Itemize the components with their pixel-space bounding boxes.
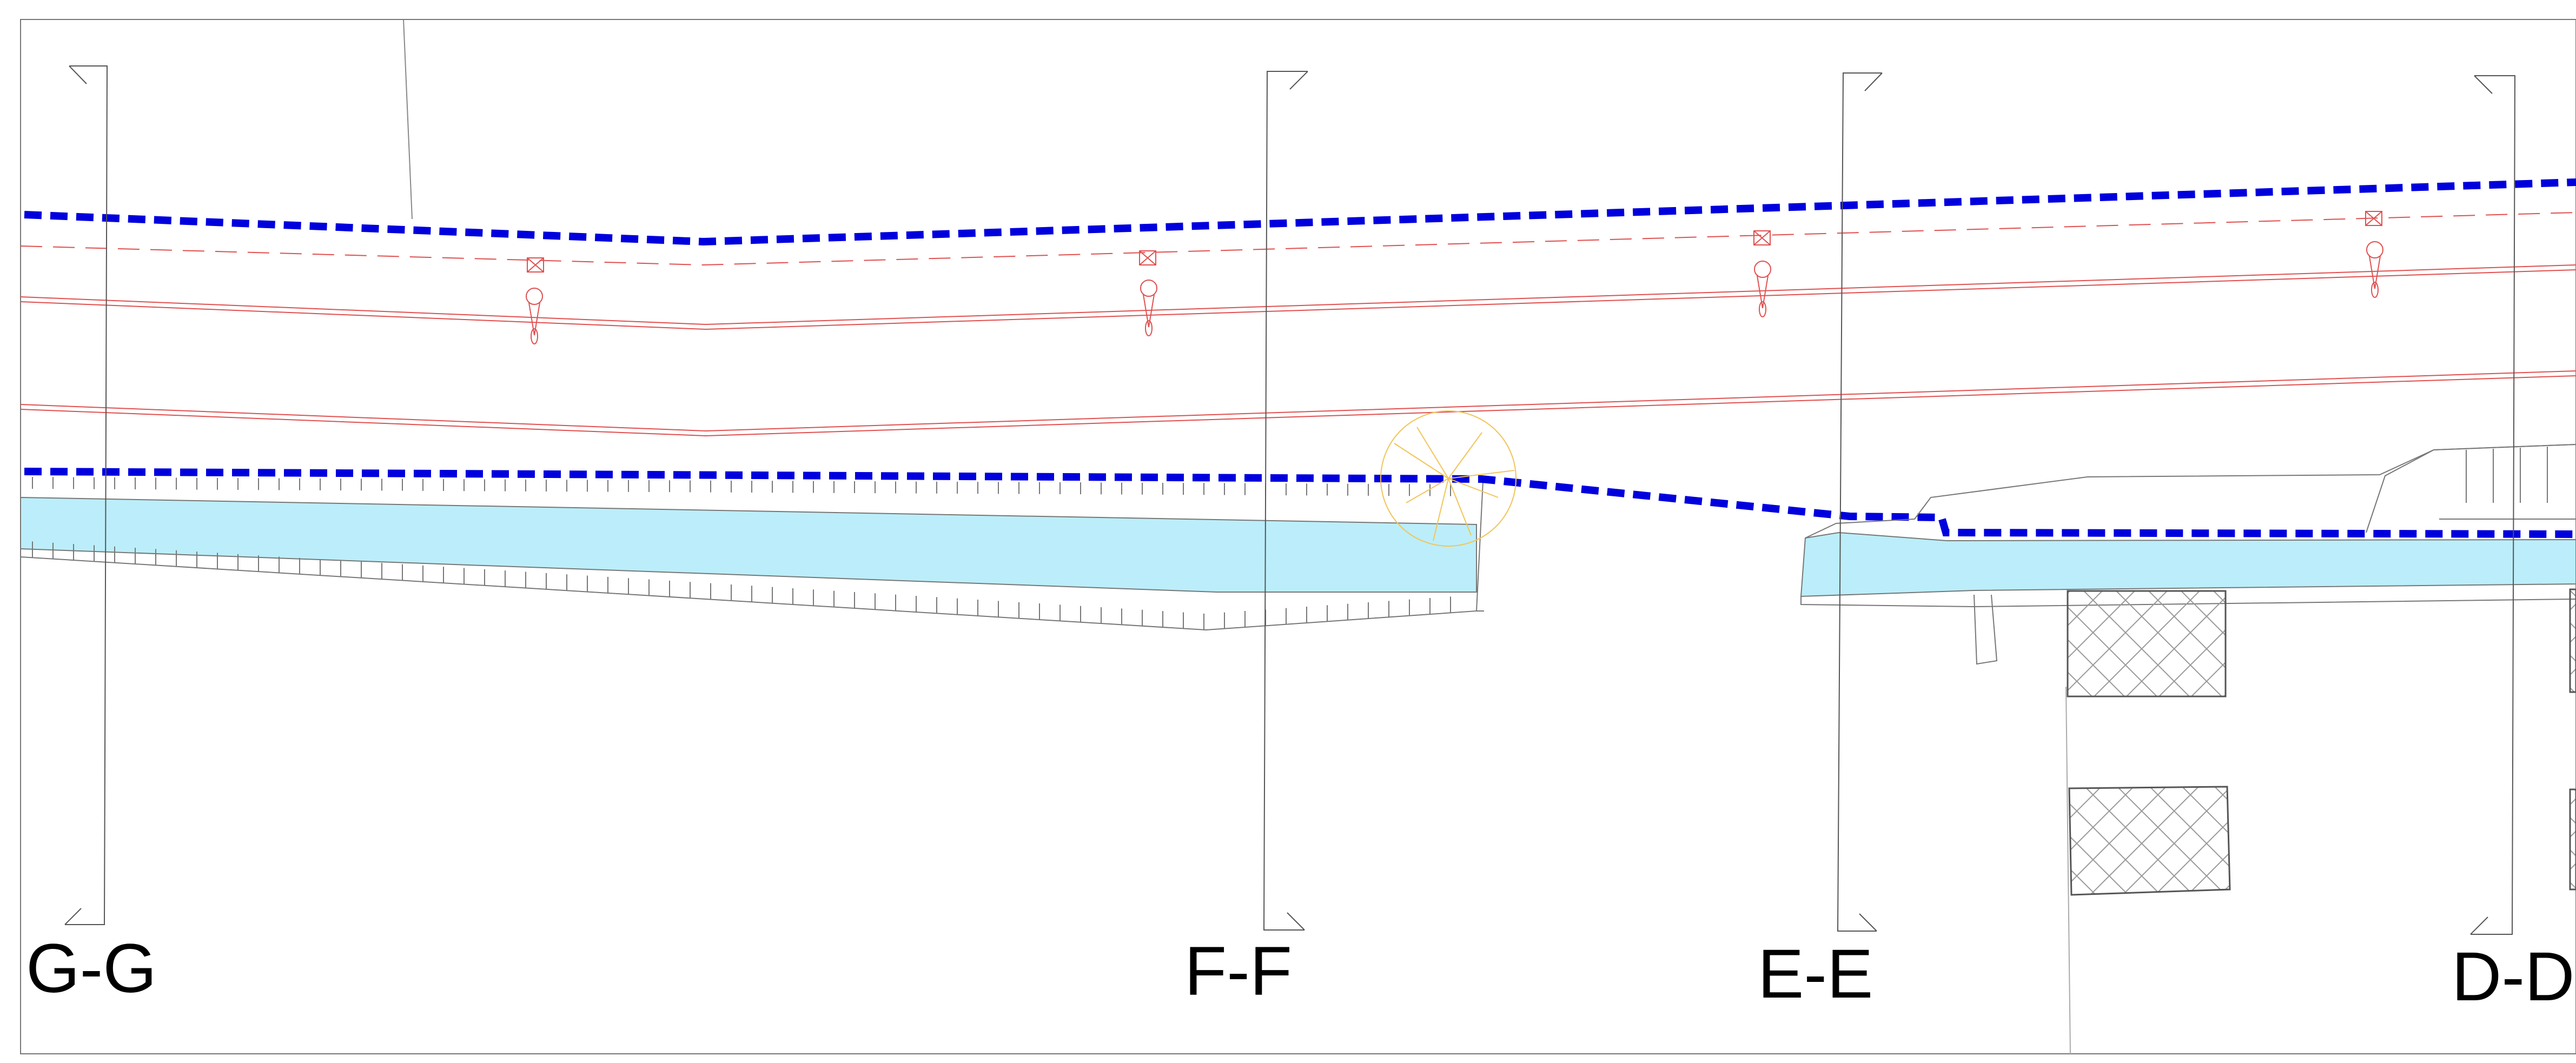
street-light-icon: [1754, 261, 1771, 317]
kerb-line-upper-b: [20, 269, 2576, 330]
section-label-ff: F-F: [1184, 933, 1292, 1010]
section-marker-ee: [1837, 72, 1883, 932]
reference-line: [2065, 686, 2071, 1054]
utility-box-icon: [1753, 230, 1771, 245]
water-channel-left: [20, 496, 1477, 593]
building-outline: [2366, 443, 2576, 533]
kerb-line-lower-a: [20, 370, 2576, 432]
hatched-structure: [2068, 786, 2231, 896]
pipe-outlet: [1974, 594, 1998, 665]
section-label-ee: E-E: [1758, 935, 1873, 1013]
upper-boundary-line: [24, 178, 2576, 246]
channel-wall-outline: [20, 481, 1484, 631]
street-light-icon: [1140, 280, 1157, 336]
right-upper-outline: [1805, 444, 2576, 539]
utility-box-icon: [527, 257, 544, 273]
leader-line: [403, 19, 413, 220]
section-marker-gg: [64, 65, 108, 925]
kerb-line-lower-b: [20, 375, 2576, 437]
tree-icon: [1380, 410, 1517, 547]
section-label-dd: D-D: [2452, 938, 2575, 1015]
section-label-gg: G-G: [26, 930, 157, 1007]
wall-ticks-lower: [32, 541, 1451, 630]
channel-boundary-line: [24, 468, 2576, 538]
utility-box-icon: [1139, 250, 1156, 265]
wall-ticks-upper: [32, 477, 1451, 496]
hatched-structure: [2569, 788, 2576, 891]
section-marker-ff: [1263, 71, 1308, 931]
kerb-line-upper-a: [20, 264, 2576, 325]
street-light-icon: [2366, 241, 2383, 298]
hatched-structure: [2569, 588, 2576, 693]
hatched-structure: [2067, 590, 2227, 697]
building-stairs: [2466, 447, 2548, 503]
utility-alignment-line: [20, 212, 2576, 266]
utility-box-icon: [2365, 211, 2382, 226]
right-bank-outline: [1800, 596, 2576, 608]
street-light-icon: [526, 288, 543, 344]
section-marker-dd: [2470, 75, 2516, 935]
water-channel-right: [1800, 532, 2576, 597]
